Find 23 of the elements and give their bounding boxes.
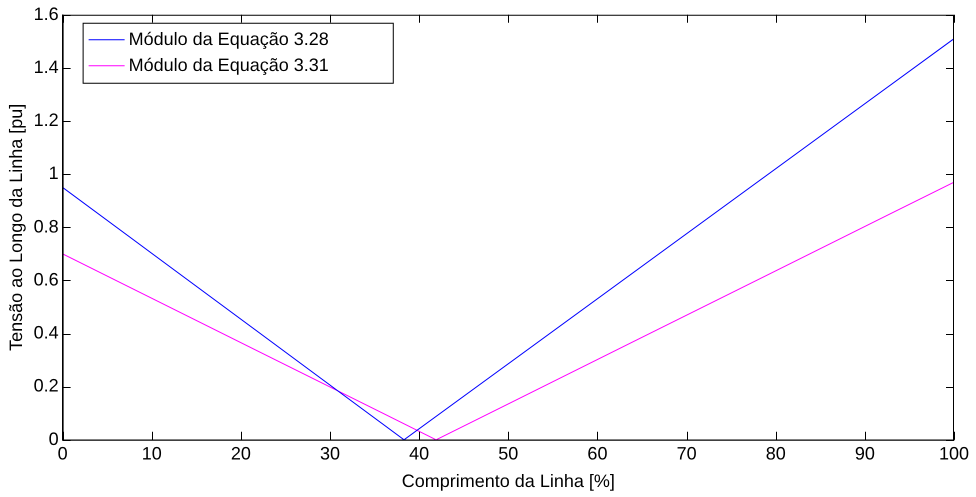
x-tick-label: 40 (409, 444, 430, 464)
y-tick-label: 0.2 (34, 376, 59, 396)
y-tick-label: 0 (48, 428, 59, 449)
y-tick-label: 0.8 (34, 216, 59, 236)
legend-label: Módulo da Equação 3.28 (128, 28, 329, 49)
y-tick-label: 1.2 (34, 110, 59, 130)
x-tick-label: 30 (320, 444, 340, 464)
x-tick-label: 100 (938, 444, 970, 464)
y-tick-label: 1.6 (34, 4, 59, 24)
y-tick-label: 0.6 (34, 269, 59, 290)
x-tick-label: 90 (854, 444, 875, 464)
x-tick-label: 50 (498, 444, 518, 464)
x-tick-label: 70 (676, 444, 697, 464)
y-tick-label: 1.4 (34, 56, 59, 77)
y-tick-label: 0.4 (34, 322, 59, 343)
x-axis-title: Comprimento da Linha [%] (402, 471, 615, 492)
y-axis-title: Tensão ao Longo da Linha [pu] (6, 104, 26, 351)
x-tick-label: 80 (766, 444, 786, 464)
x-tick-label: 20 (230, 444, 251, 464)
legend-label: Módulo da Equação 3.31 (128, 54, 329, 75)
y-tick-label: 1 (48, 163, 59, 184)
x-tick-label: 60 (587, 444, 608, 464)
x-tick-label: 10 (142, 444, 162, 464)
